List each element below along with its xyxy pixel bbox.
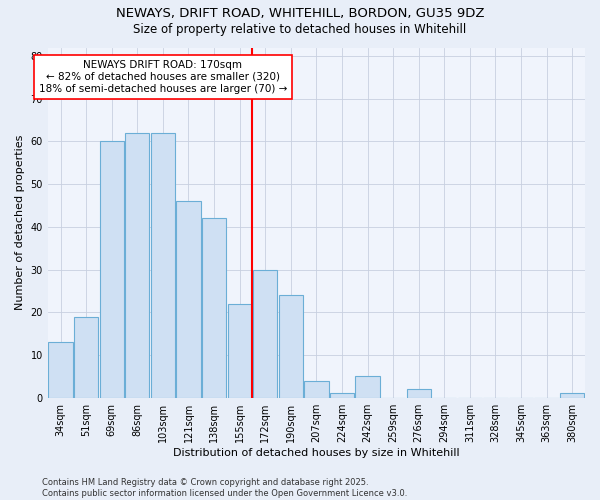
Bar: [330, 394, 354, 398]
Bar: [176, 201, 200, 398]
X-axis label: Distribution of detached houses by size in Whitehill: Distribution of detached houses by size …: [173, 448, 460, 458]
Bar: [278, 295, 303, 398]
Bar: [304, 380, 329, 398]
Bar: [151, 133, 175, 398]
Bar: [74, 316, 98, 398]
Bar: [202, 218, 226, 398]
Bar: [100, 142, 124, 398]
Text: Contains HM Land Registry data © Crown copyright and database right 2025.
Contai: Contains HM Land Registry data © Crown c…: [42, 478, 407, 498]
Bar: [407, 389, 431, 398]
Y-axis label: Number of detached properties: Number of detached properties: [15, 135, 25, 310]
Text: NEWAYS DRIFT ROAD: 170sqm
← 82% of detached houses are smaller (320)
18% of semi: NEWAYS DRIFT ROAD: 170sqm ← 82% of detac…: [39, 60, 287, 94]
Bar: [560, 394, 584, 398]
Bar: [355, 376, 380, 398]
Bar: [125, 133, 149, 398]
Text: NEWAYS, DRIFT ROAD, WHITEHILL, BORDON, GU35 9DZ: NEWAYS, DRIFT ROAD, WHITEHILL, BORDON, G…: [116, 8, 484, 20]
Bar: [253, 270, 277, 398]
Text: Size of property relative to detached houses in Whitehill: Size of property relative to detached ho…: [133, 22, 467, 36]
Bar: [227, 304, 252, 398]
Bar: [49, 342, 73, 398]
